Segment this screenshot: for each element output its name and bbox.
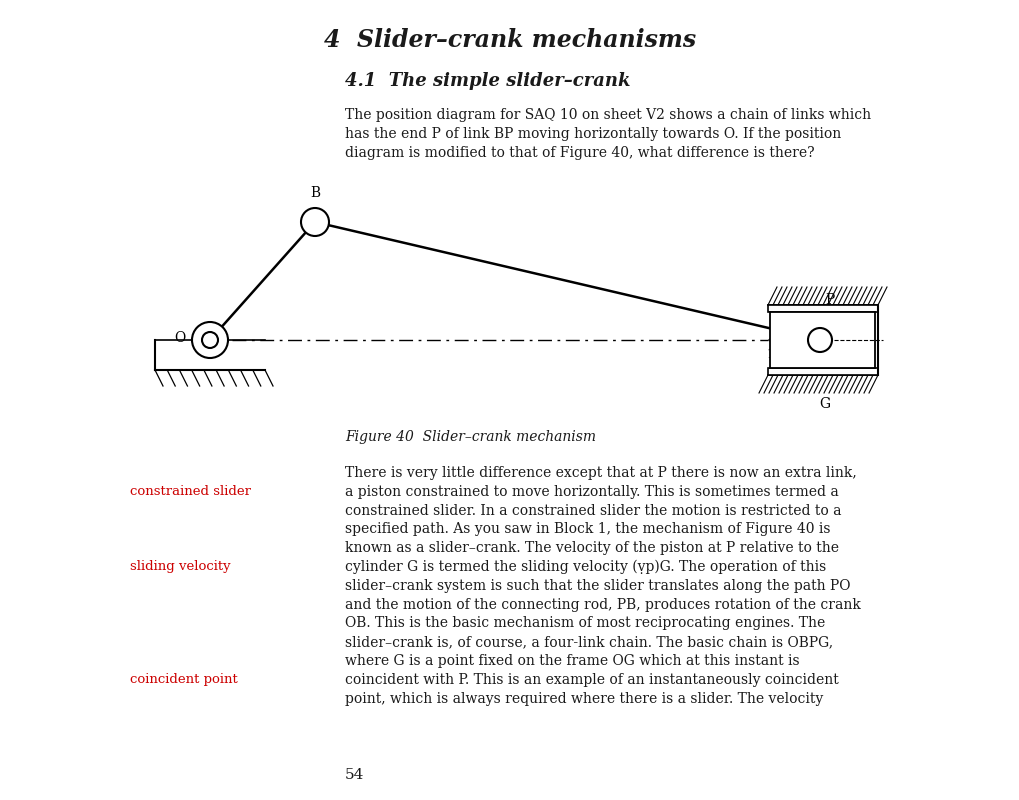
Text: specified path. As you saw in Block 1, the mechanism of Figure 40 is: specified path. As you saw in Block 1, t… (344, 522, 829, 536)
Text: sliding velocity: sliding velocity (129, 560, 230, 573)
Text: slider–crank is, of course, a four-link chain. The basic chain is OBPG,: slider–crank is, of course, a four-link … (344, 635, 833, 650)
Text: 10 m s$^{-1}$: 10 m s$^{-1}$ (765, 346, 821, 362)
Text: where G is a point fixed on the frame OG which at this instant is: where G is a point fixed on the frame OG… (344, 654, 799, 668)
Text: There is very little difference except that at P there is now an extra link,: There is very little difference except t… (344, 466, 856, 480)
Circle shape (192, 322, 228, 358)
Bar (769, 312, 874, 368)
Text: The position diagram for SAQ 10 on sheet V2 shows a chain of links which: The position diagram for SAQ 10 on sheet… (344, 108, 870, 122)
Text: point, which is always required where there is a slider. The velocity: point, which is always required where th… (344, 691, 822, 706)
Text: constrained slider: constrained slider (129, 485, 251, 498)
Text: diagram is modified to that of Figure 40, what difference is there?: diagram is modified to that of Figure 40… (344, 146, 814, 160)
Text: constrained slider. In a constrained slider the motion is restricted to a: constrained slider. In a constrained sli… (344, 504, 841, 518)
Text: G: G (818, 397, 829, 411)
Text: 4.1  The simple slider–crank: 4.1 The simple slider–crank (344, 72, 630, 90)
Text: coincident point: coincident point (129, 673, 237, 686)
Text: a piston constrained to move horizontally. This is sometimes termed a: a piston constrained to move horizontall… (344, 485, 838, 499)
Text: slider–crank system is such that the slider translates along the path PO: slider–crank system is such that the sli… (344, 578, 850, 593)
Text: known as a slider–crank. The velocity of the piston at P relative to the: known as a slider–crank. The velocity of… (344, 541, 839, 555)
Bar (767, 305, 877, 312)
Text: 54: 54 (344, 768, 364, 782)
Bar (767, 368, 877, 375)
Circle shape (807, 328, 832, 352)
Text: and the motion of the connecting rod, PB, produces rotation of the crank: and the motion of the connecting rod, PB… (344, 598, 860, 611)
Text: Figure 40  Slider–crank mechanism: Figure 40 Slider–crank mechanism (344, 430, 595, 444)
Text: 4  Slider–crank mechanisms: 4 Slider–crank mechanisms (324, 28, 695, 52)
Text: cylinder G is termed the sliding velocity (ṿp)G. The operation of this: cylinder G is termed the sliding velocit… (344, 560, 825, 574)
Text: coincident with P. This is an example of an instantaneously coincident: coincident with P. This is an example of… (344, 673, 838, 686)
Text: O: O (174, 331, 185, 345)
Text: P: P (824, 293, 834, 307)
Circle shape (301, 208, 329, 236)
Text: has the end P of link BP moving horizontally towards O. If the position: has the end P of link BP moving horizont… (344, 127, 841, 141)
Circle shape (202, 332, 218, 348)
Text: B: B (310, 186, 320, 200)
Text: OB. This is the basic mechanism of most reciprocating engines. The: OB. This is the basic mechanism of most … (344, 616, 824, 630)
